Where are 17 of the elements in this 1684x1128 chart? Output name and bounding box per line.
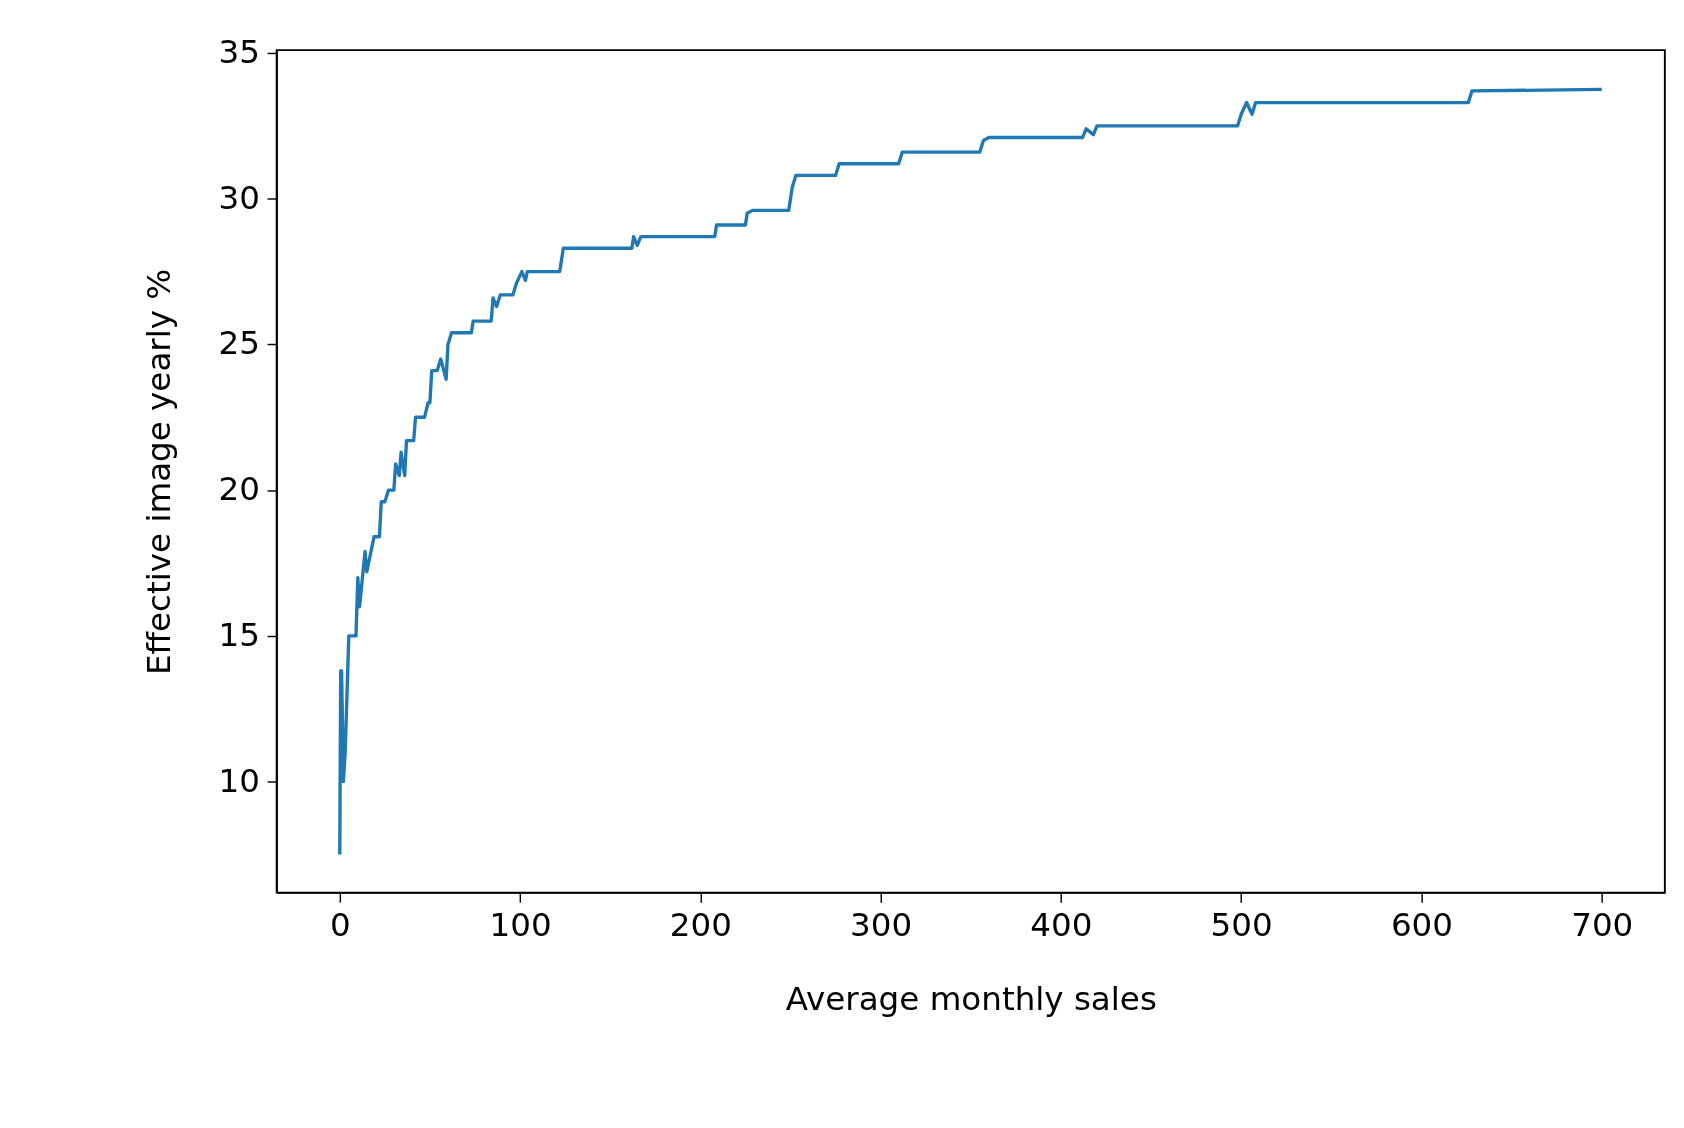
- x-tick-label: 400: [1030, 906, 1093, 945]
- y-tick-label: 20: [218, 470, 260, 509]
- y-tick-label: 30: [218, 178, 260, 217]
- x-tick-label: 500: [1210, 906, 1273, 945]
- x-tick-label: 700: [1571, 906, 1634, 945]
- x-tick-label: 0: [329, 906, 351, 945]
- line-series: [338, 87, 1604, 857]
- x-tick-label: 600: [1390, 906, 1454, 945]
- y-tick-label: 35: [218, 33, 260, 72]
- y-tick-label: 25: [218, 324, 260, 363]
- x-axis-title: Average monthly sales: [785, 979, 1157, 1018]
- y-tick-label: 10: [218, 761, 260, 800]
- y-axis-title: Effective image yearly %: [139, 268, 178, 675]
- y-tick-label: 15: [218, 615, 260, 654]
- x-tick-label: 300: [850, 906, 913, 945]
- x-tick-label: 200: [669, 906, 732, 945]
- x-tick-label: 100: [489, 906, 552, 945]
